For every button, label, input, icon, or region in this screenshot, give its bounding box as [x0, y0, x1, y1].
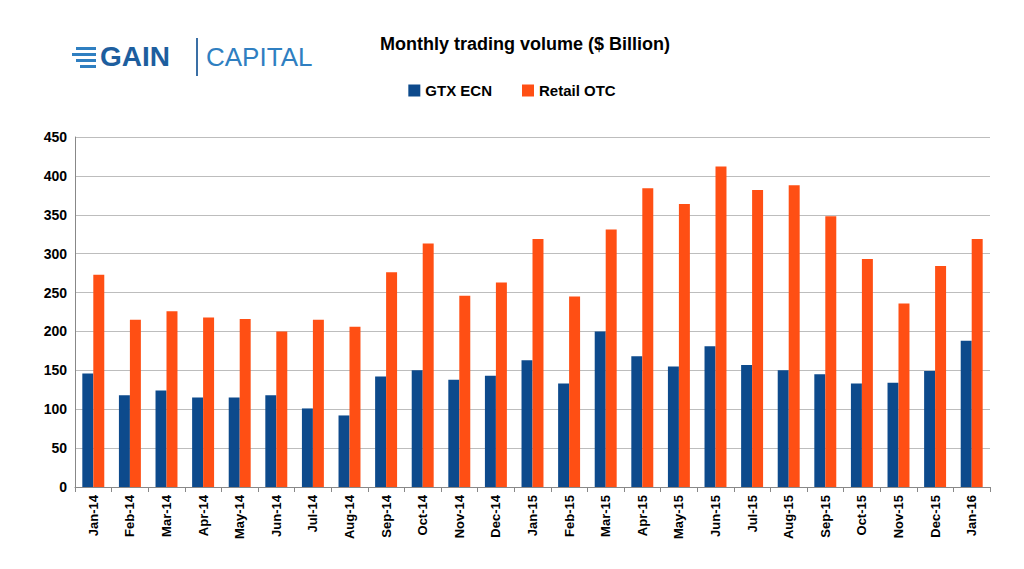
svg-text:350: 350 [44, 207, 68, 223]
svg-text:Mar-14: Mar-14 [159, 494, 174, 537]
svg-text:150: 150 [44, 362, 68, 378]
svg-text:50: 50 [51, 440, 67, 456]
svg-text:Mar-15: Mar-15 [598, 495, 613, 537]
svg-text:Feb-14: Feb-14 [122, 494, 137, 537]
svg-text:0: 0 [59, 479, 67, 495]
svg-text:Oct-15: Oct-15 [854, 495, 869, 535]
svg-text:Feb-15: Feb-15 [562, 495, 577, 537]
svg-text:Jan-15: Jan-15 [525, 495, 540, 536]
svg-text:Dec-14: Dec-14 [488, 494, 503, 537]
svg-text:Aug-14: Aug-14 [342, 494, 357, 539]
svg-text:250: 250 [44, 285, 68, 301]
svg-text:Nov-14: Nov-14 [452, 494, 467, 538]
svg-text:100: 100 [44, 401, 68, 417]
svg-text:Sep-14: Sep-14 [379, 494, 394, 537]
svg-text:300: 300 [44, 246, 68, 262]
svg-text:Dec-15: Dec-15 [928, 495, 943, 538]
svg-text:450: 450 [44, 129, 68, 145]
svg-text:Jun-14: Jun-14 [269, 494, 284, 537]
svg-text:Retail OTC: Retail OTC [539, 82, 616, 99]
svg-text:Aug-15: Aug-15 [781, 495, 796, 539]
svg-text:Sep-15: Sep-15 [818, 495, 833, 538]
svg-text:May-15: May-15 [671, 495, 686, 539]
svg-text:Apr-15: Apr-15 [635, 495, 650, 536]
svg-text:200: 200 [44, 323, 68, 339]
svg-text:Jan-14: Jan-14 [86, 494, 101, 536]
svg-text:Nov-15: Nov-15 [891, 495, 906, 538]
svg-text:Jun-15: Jun-15 [708, 495, 723, 537]
svg-text:Apr-14: Apr-14 [196, 494, 211, 536]
svg-text:Monthly trading volume ($ Bill: Monthly trading volume ($ Billion) [380, 34, 670, 54]
svg-text:Jul-14: Jul-14 [305, 494, 320, 532]
svg-text:May-14: May-14 [232, 494, 247, 539]
svg-text:GTX ECN: GTX ECN [425, 82, 492, 99]
svg-text:CAPITAL: CAPITAL [206, 42, 312, 72]
svg-text:Jul-15: Jul-15 [745, 495, 760, 533]
svg-text:GAIN: GAIN [100, 41, 170, 72]
svg-text:400: 400 [44, 168, 68, 184]
svg-text:Jan-16: Jan-16 [964, 495, 979, 536]
svg-text:Oct-14: Oct-14 [415, 494, 430, 535]
